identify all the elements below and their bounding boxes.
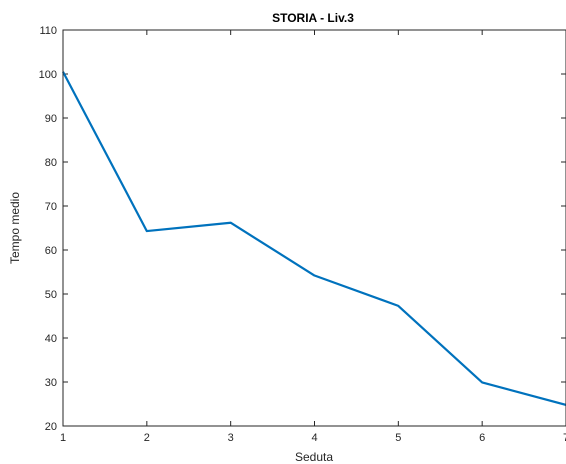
plot-area: [63, 30, 566, 426]
y-tick-label: 80: [45, 157, 57, 169]
x-tick-label: 6: [479, 432, 485, 444]
series-line: [62, 71, 566, 406]
x-tick-label: 5: [395, 432, 401, 444]
y-axis-label: Tempo medio: [8, 192, 22, 264]
y-tick-label: 40: [45, 333, 57, 345]
y-tick-label: 100: [39, 69, 57, 81]
y-tick-label: 30: [45, 377, 57, 389]
x-tick-label: 4: [311, 432, 317, 444]
x-tick-label: 3: [228, 432, 234, 444]
axes-box: [62, 29, 566, 427]
axis-ticks: 1 2 3 4 5 6 7 20 30 40 50 60 70 80 90 100 110: [39, 25, 566, 444]
x-axis-label: Seduta: [295, 450, 333, 464]
y-tick-label: 70: [45, 201, 57, 213]
series-layer: [62, 71, 566, 406]
x-tick-label: 1: [60, 432, 66, 444]
y-tick-label: 50: [45, 289, 57, 301]
x-tick-label: 2: [144, 432, 150, 444]
x-tick-label: 7: [563, 432, 566, 444]
y-tick-label: 90: [45, 113, 57, 125]
y-tick-label: 20: [45, 421, 57, 433]
y-tick-label: 110: [39, 25, 57, 37]
chart-title: STORIA - Liv.3: [272, 11, 354, 25]
y-tick-label: 60: [45, 245, 57, 257]
